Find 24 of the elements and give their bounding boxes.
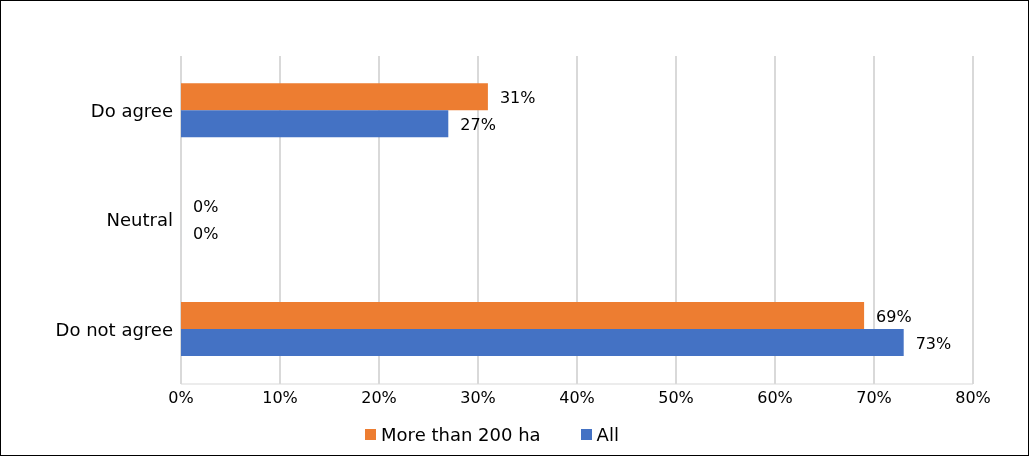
legend-label: All [596, 424, 619, 445]
y-tick-label: Do not agree [55, 318, 173, 340]
x-tick-label: 30% [460, 388, 496, 408]
data-label: 0% [193, 197, 219, 217]
data-label: 27% [460, 114, 496, 134]
y-tick-label: Neutral [106, 209, 173, 231]
x-tick-label: 70% [856, 388, 892, 408]
data-label: 0% [193, 224, 219, 244]
x-tick-label: 0% [168, 388, 194, 408]
x-tick-label: 20% [361, 388, 397, 408]
bar [181, 110, 449, 138]
bar [181, 83, 488, 111]
x-tick-label: 80% [955, 388, 991, 408]
x-tick-label: 60% [757, 388, 793, 408]
y-tick-label: Do agree [90, 100, 173, 122]
data-label: 31% [499, 87, 536, 107]
x-tick-label: 50% [658, 388, 694, 408]
data-label: 69% [876, 306, 912, 326]
x-tick-label: 10% [262, 388, 298, 408]
data-label: 73% [915, 333, 952, 353]
legend-label: More than 200 ha [381, 424, 541, 445]
bar [181, 329, 904, 356]
bar [181, 302, 865, 329]
x-tick-label: 40% [559, 388, 595, 408]
